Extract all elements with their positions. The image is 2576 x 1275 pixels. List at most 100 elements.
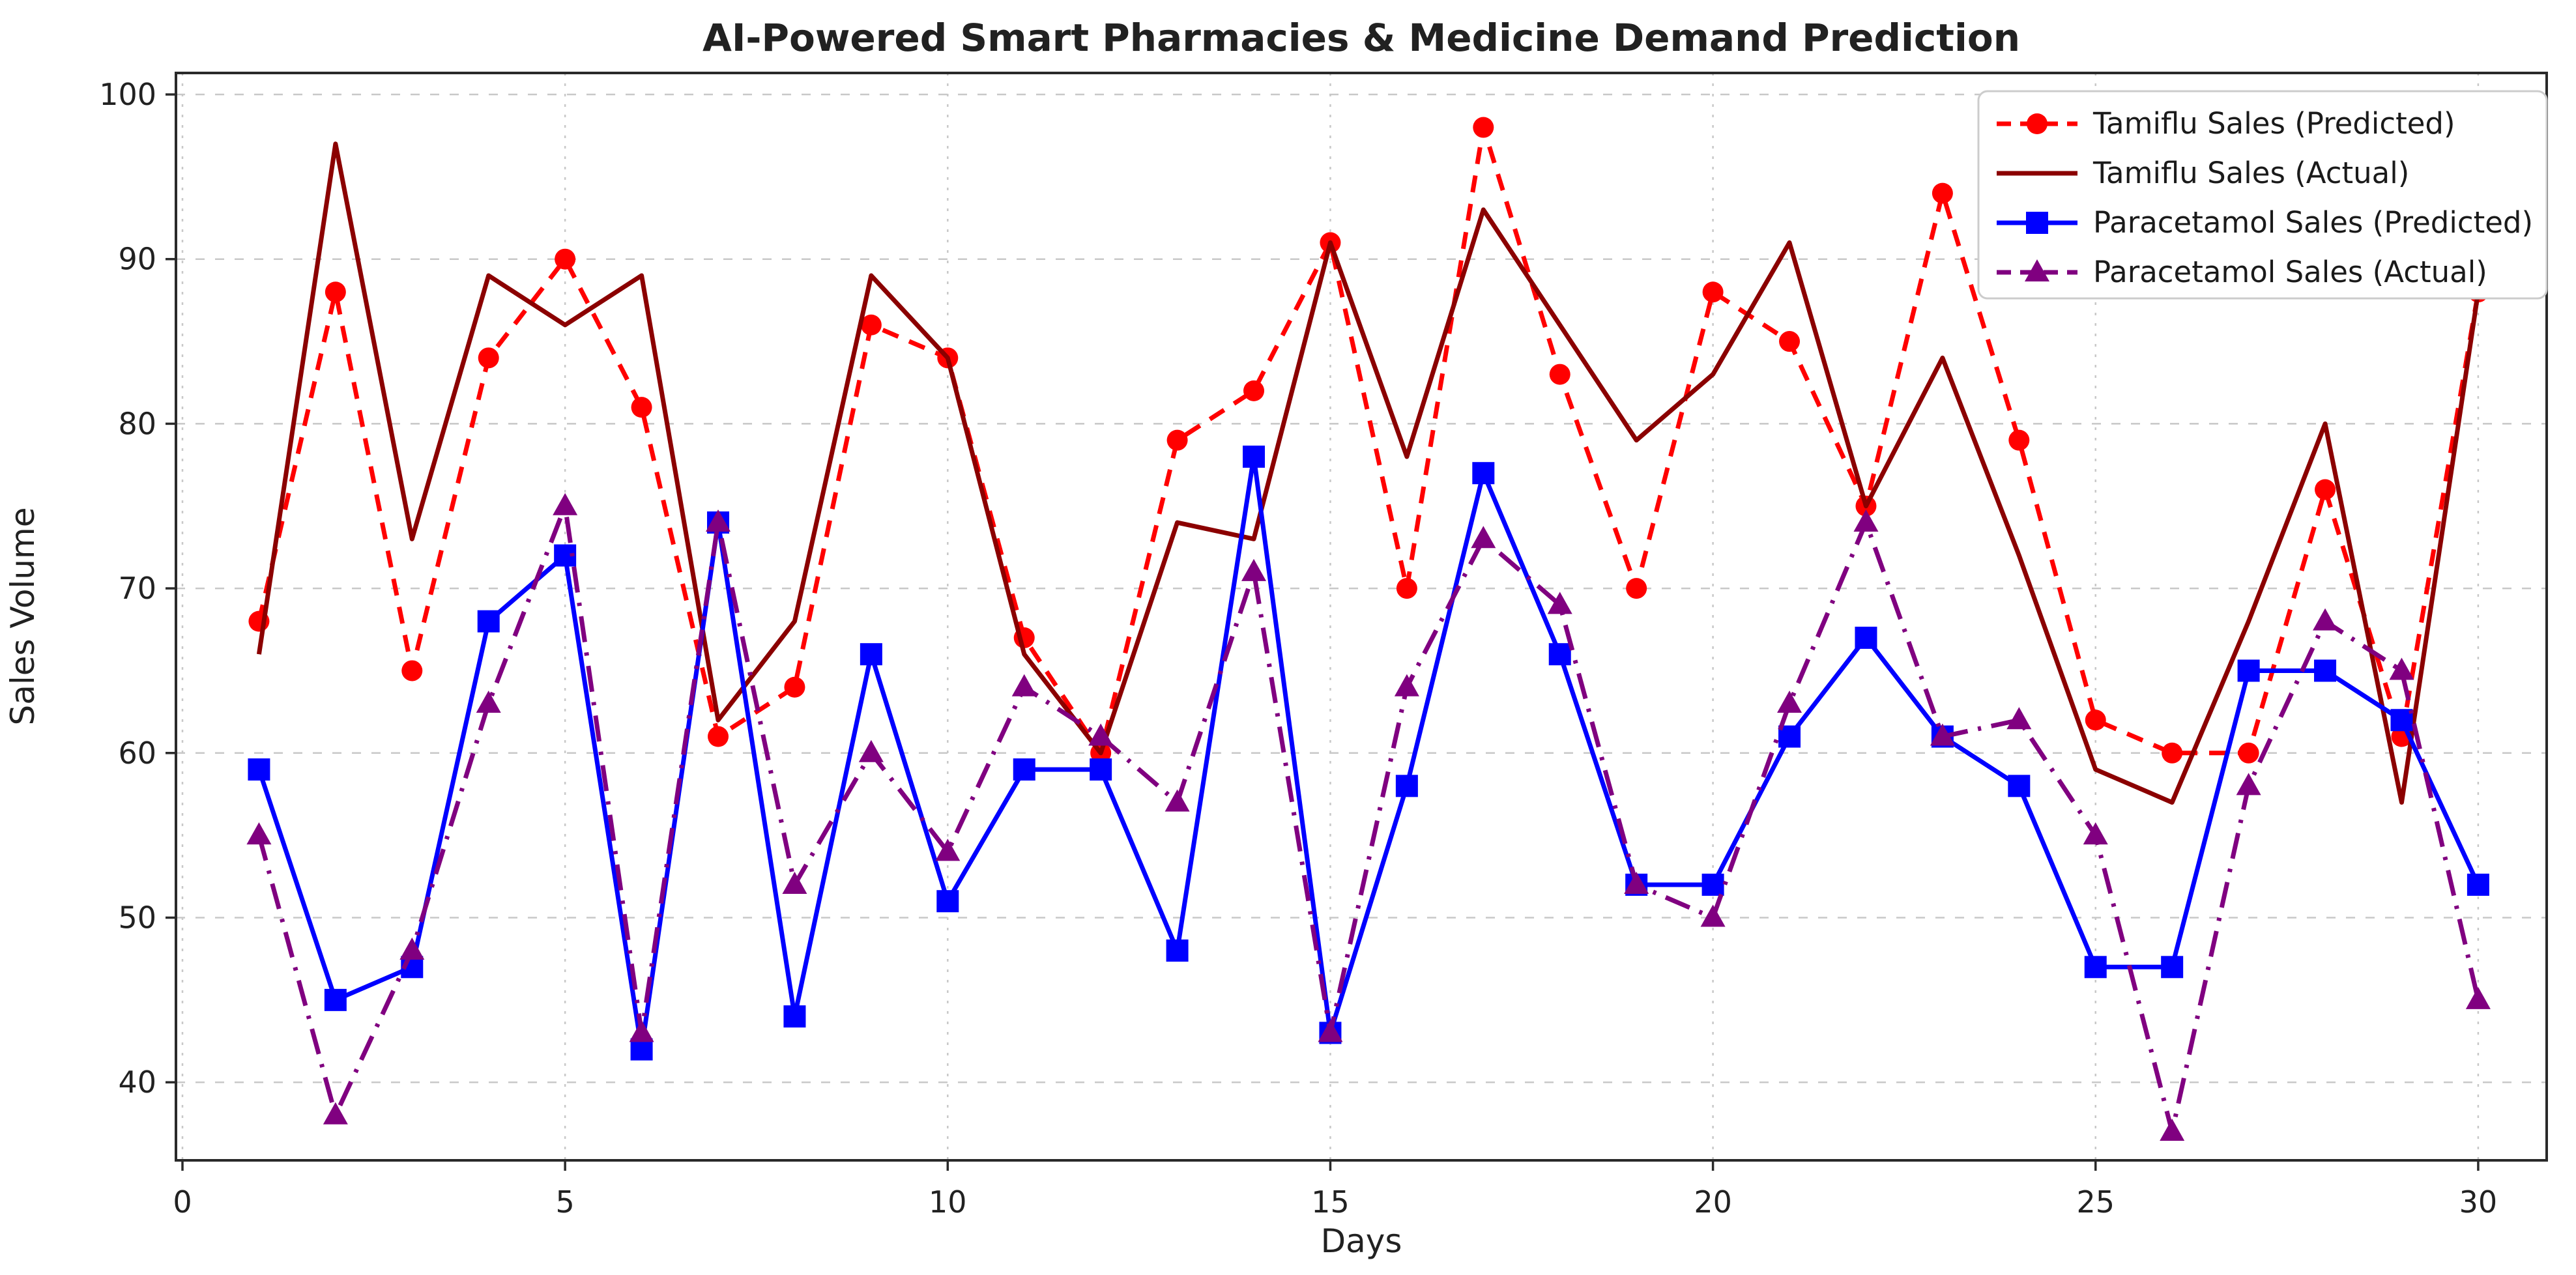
paracetamol-sales-actual-point-day-1 [246,822,272,845]
tamiflu-sales-predicted-point-day-17 [1473,117,1494,138]
paracetamol-sales-predicted-point-day-18 [1548,643,1571,666]
tamiflu-sales-predicted-point-day-24 [2008,429,2030,451]
tamiflu-sales-predicted-point-day-16 [1396,578,1417,599]
x-tick-label-10: 10 [929,1184,967,1220]
legend-item-paracetamol-sales-predicted: Paracetamol Sales (Predicted) [1997,205,2533,240]
tamiflu-sales-predicted-point-day-21 [1779,331,1801,352]
paracetamol-sales-actual-point-day-5 [553,493,578,515]
y-axis-label: Sales Volume [4,508,42,726]
paracetamol-sales-actual-point-day-15 [1318,1020,1343,1042]
x-tick-label-25: 25 [2076,1184,2115,1220]
series-layer [246,117,2491,1141]
tamiflu-sales-predicted-point-day-8 [784,676,805,698]
paracetamol-sales-actual-point-day-8 [782,871,807,894]
tamiflu-sales-predicted-line [257,125,2481,756]
paracetamol-sales-actual-line [257,504,2481,1134]
paracetamol-sales-actual-point-day-16 [1394,674,1419,696]
paracetamol-sales-actual-markers [246,493,2491,1141]
paracetamol-sales-predicted-point-day-20 [1701,873,1724,896]
y-tick-label-40: 40 [118,1065,156,1100]
tamiflu-sales-predicted-point-day-5 [555,248,576,270]
paracetamol-sales-actual-point-day-23 [1930,723,1955,746]
paracetamol-sales-actual-point-day-4 [476,690,501,713]
tamiflu-sales-predicted-point-day-27 [2238,742,2259,764]
y-tick-label-80: 80 [118,406,156,441]
y-tick-label-50: 50 [118,900,156,936]
paracetamol-sales-actual-point-day-17 [1471,526,1496,549]
paracetamol-sales-actual-point-day-27 [2236,773,2261,795]
paracetamol-sales-predicted-point-day-12 [1090,758,1112,781]
legend-box [1977,90,2548,300]
paracetamol-sales-predicted-point-day-10 [936,890,959,913]
y-tick-label-70: 70 [118,571,156,606]
paracetamol-sales-predicted-point-day-9 [860,643,882,666]
paracetamol-sales-actual-point-day-26 [2160,1119,2185,1141]
y-tick-label-90: 90 [118,242,156,277]
paracetamol-sales-actual-point-day-25 [2083,822,2108,845]
paracetamol-sales-actual-point-day-29 [2389,657,2414,680]
paracetamol-sales-predicted-point-day-25 [2084,956,2107,979]
paracetamol-sales-predicted-point-day-27 [2237,659,2260,682]
x-tick-label-5: 5 [556,1184,575,1220]
tamiflu-sales-predicted-point-day-9 [860,314,882,336]
legend-item-paracetamol-sales-actual: Paracetamol Sales (Actual) [1997,255,2487,289]
paracetamol-sales-actual-point-day-30 [2465,986,2491,1009]
paracetamol-sales-predicted-point-day-26 [2161,956,2184,979]
paracetamol-sales-actual-point-day-13 [1165,789,1190,812]
tamiflu-sales-predicted-point-day-13 [1166,429,1188,451]
x-tick-label-15: 15 [1311,1184,1350,1220]
paracetamol-sales-predicted-point-day-1 [248,758,270,781]
tamiflu-sales-predicted-point-day-14 [1243,380,1265,401]
paracetamol-sales-predicted-point-day-24 [2008,775,2031,797]
legend: Tamiflu Sales (Predicted) Tamiflu Sales (… [1977,90,2548,300]
tamiflu-sales-predicted-point-day-6 [631,397,652,418]
tamiflu-sales-predicted-point-day-4 [478,347,499,369]
tamiflu-sales-actual-line [256,141,2481,805]
paracetamol-sales-actual-point-day-7 [706,509,731,532]
paracetamol-sales-predicted-point-day-28 [2314,659,2337,682]
paracetamol-sales-predicted-point-day-14 [1243,445,1266,468]
paracetamol-sales-actual-point-day-12 [1088,723,1114,746]
paracetamol-sales-actual-point-day-19 [1624,871,1649,894]
x-tick-label-30: 30 [2459,1184,2498,1220]
axes-layer: 40 50 60 70 80 90 100 0 5 10 15 20 25 30 [99,72,2548,1220]
paracetamol-sales-predicted-point-day-30 [2467,873,2489,896]
paracetamol-sales-actual-point-day-28 [2313,608,2338,631]
paracetamol-sales-predicted-legend-label: Paracetamol Sales (Predicted) [2093,205,2533,240]
paracetamol-sales-actual-legend-marker [2025,259,2049,281]
legend-item-tamiflu-sales-predicted: Tamiflu Sales (Predicted) [1997,106,2455,141]
y-tick-label-60: 60 [118,736,156,771]
x-axis-label: Days [1321,1222,1402,1260]
paracetamol-sales-actual-point-day-20 [1700,904,1726,927]
paracetamol-sales-actual-point-day-2 [323,1102,348,1125]
paracetamol-sales-predicted-point-day-11 [1013,758,1035,781]
paracetamol-sales-actual-point-day-14 [1241,558,1267,581]
paracetamol-sales-predicted-line [257,454,2481,1052]
paracetamol-sales-predicted-point-day-8 [783,1005,806,1028]
paracetamol-sales-actual-point-day-9 [858,739,884,762]
tamiflu-sales-predicted-point-day-25 [2085,709,2106,731]
paracetamol-sales-actual-legend-label: Paracetamol Sales (Actual) [2093,255,2487,289]
x-tick-label-0: 0 [173,1184,192,1220]
tamiflu-sales-predicted-point-day-18 [1549,364,1570,385]
paracetamol-sales-actual-point-day-24 [2006,707,2032,730]
paracetamol-sales-predicted-point-day-17 [1472,462,1495,485]
tamiflu-sales-predicted-point-day-3 [401,660,423,681]
chart-title: AI-Powered Smart Pharmacies & Medicine D… [702,16,2020,60]
paracetamol-sales-actual-point-day-3 [399,938,425,960]
tamiflu-sales-predicted-point-day-28 [2315,479,2336,500]
paracetamol-sales-actual-point-day-18 [1547,592,1572,614]
paracetamol-sales-predicted-point-day-4 [477,610,500,633]
paracetamol-sales-predicted-legend-marker [2026,212,2048,234]
tamiflu-sales-actual-legend-label: Tamiflu Sales (Actual) [2092,156,2409,190]
tamiflu-sales-predicted-point-day-2 [325,281,346,303]
tamiflu-sales-predicted-legend-label: Tamiflu Sales (Predicted) [2092,106,2455,141]
tamiflu-sales-predicted-point-day-23 [1932,182,1953,204]
plot-border [175,72,2548,1162]
paracetamol-sales-predicted-point-day-22 [1855,626,1877,649]
paracetamol-sales-actual-point-day-10 [935,838,961,861]
tamiflu-sales-predicted-point-day-20 [1702,281,1724,303]
paracetamol-sales-predicted-point-day-2 [324,988,347,1011]
